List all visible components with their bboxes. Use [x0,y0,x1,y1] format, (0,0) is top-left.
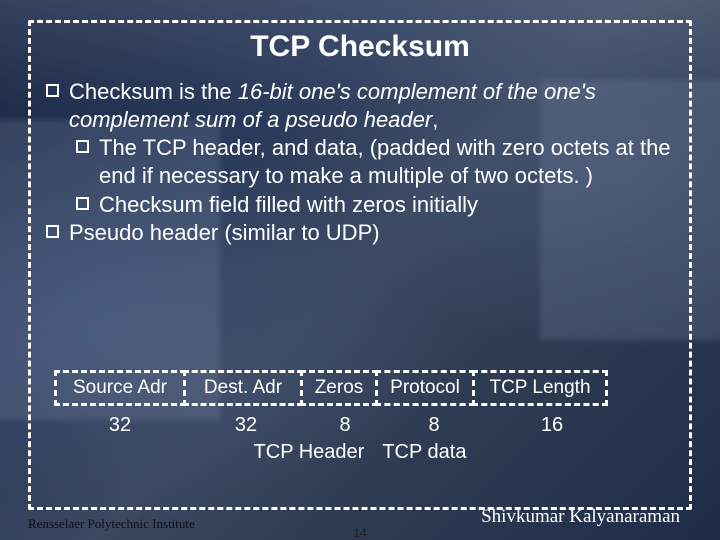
bits-source-adr: 32 [54,414,186,437]
bullet-1b: Checksum field filled with zeros initial… [76,191,680,219]
lower-labels-row: TCP Header TCP data [54,441,666,464]
bullet-1b-text: Checksum field filled with zeros initial… [99,191,478,219]
field-protocol: Protocol [375,370,475,406]
label-tcp-data: TCP data [382,441,466,464]
pseudo-header-diagram: Source Adr Dest. Adr Zeros Protocol TCP … [54,370,666,464]
field-source-adr: Source Adr [54,370,186,406]
bits-protocol: 8 [384,414,484,437]
bullet-2: Pseudo header (similar to UDP) [46,219,680,247]
pseudo-header-fields-row: Source Adr Dest. Adr Zeros Protocol TCP … [54,370,666,406]
bullet-1: Checksum is the 16-bit one's complement … [46,78,680,134]
square-bullet-icon [46,225,59,238]
bits-tcp-length: 16 [484,414,620,437]
field-tcp-length: TCP Length [472,370,608,406]
label-tcp-header: TCP Header [254,441,365,464]
square-bullet-icon [76,197,89,210]
bullet-1a-text: The TCP header, and data, (padded with z… [99,134,680,190]
field-zeros: Zeros [300,370,378,406]
bits-row: 32 32 8 8 16 [54,414,666,437]
page-number: 14 [353,526,366,540]
institute-name: Rensselaer Polytechnic Institute [28,516,195,532]
bits-zeros: 8 [306,414,384,437]
square-bullet-icon [46,84,59,97]
bullet-1-post: , [432,107,438,132]
bullet-1a: The TCP header, and data, (padded with z… [76,134,680,190]
body-text: Checksum is the 16-bit one's complement … [46,78,680,247]
field-dest-adr: Dest. Adr [183,370,303,406]
bits-dest-adr: 32 [186,414,306,437]
bullet-1-pre: Checksum is the [69,79,238,104]
bullet-2-text: Pseudo header (similar to UDP) [69,219,380,247]
slide-title: TCP Checksum [0,30,720,64]
author-name: Shivkumar Kalyanaraman [481,506,680,528]
square-bullet-icon [76,140,89,153]
